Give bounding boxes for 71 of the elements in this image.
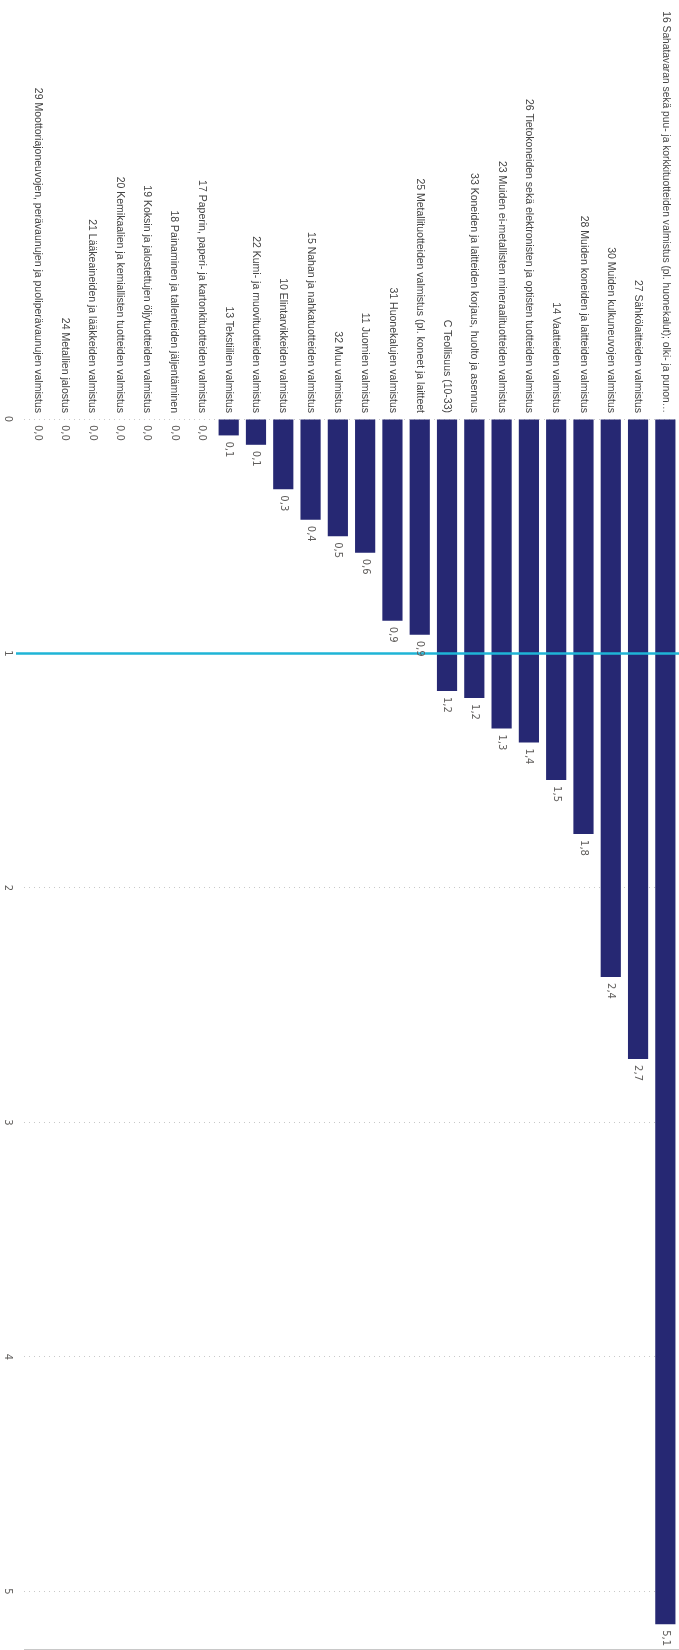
y-tick-label: 0 bbox=[3, 415, 15, 423]
data-label: 1,8 bbox=[578, 840, 590, 856]
x-tick-label: 24 Metallien jalostus bbox=[60, 317, 73, 413]
data-label: 5,1 bbox=[660, 1630, 672, 1647]
data-label: 1,2 bbox=[442, 696, 454, 713]
x-tick-label: C Teollisuus (10-33) bbox=[442, 319, 455, 413]
data-label: 0,9 bbox=[387, 626, 399, 643]
data-label: 0,5 bbox=[333, 542, 345, 559]
x-tick-label: 16 Sahatavaran sekä puu- ja korkkituotteiden valmistus (pl. huonekalut); olki- ja punon… bbox=[660, 11, 672, 413]
data-label: 0,6 bbox=[360, 558, 372, 575]
data-label: 0,0 bbox=[87, 425, 99, 441]
x-tick-label: 27 Sähkölaitteiden valmistus bbox=[633, 279, 646, 413]
data-label: 0,1 bbox=[224, 441, 236, 458]
x-tick-label: 31 Huonekalujen valmistus bbox=[387, 287, 400, 413]
y-tick-label: 4 bbox=[3, 1353, 15, 1361]
x-tick-label: 11 Juomien valmistus bbox=[360, 312, 373, 413]
x-tick-label: 10 Elintarvikkeiden valmistus bbox=[278, 278, 291, 413]
data-label: 0,0 bbox=[33, 425, 45, 441]
bar bbox=[355, 419, 376, 553]
data-label: 1,2 bbox=[469, 704, 481, 720]
x-tick-label: 30 Muiden kulkuneuvojen valmistus bbox=[605, 247, 618, 413]
x-tick-label: 15 Nahan ja nahkatuotteiden valmistus bbox=[305, 232, 318, 413]
bar bbox=[273, 419, 294, 490]
y-tick-label: 1 bbox=[3, 650, 15, 657]
data-label: 2,4 bbox=[606, 983, 618, 999]
data-label: 0,0 bbox=[114, 425, 126, 441]
x-tick-label: 29 Moottoriajoneuvojen, perävaunujen ja puoliperävaunujen valmistus bbox=[32, 87, 45, 413]
data-label: 1,3 bbox=[497, 734, 509, 751]
bar bbox=[327, 419, 348, 537]
x-tick-label: 23 Muiden ei-metallisten mineraalituotteiden valmistus bbox=[496, 160, 509, 413]
data-label: 0,0 bbox=[142, 425, 154, 441]
bar bbox=[627, 419, 649, 1060]
bar bbox=[464, 419, 485, 699]
x-tick-label: 20 Kemikaalien ja kemiallisten tuotteiden valmistus bbox=[114, 176, 127, 413]
data-label: 1,5 bbox=[551, 786, 563, 802]
data-label: 0,1 bbox=[251, 450, 263, 467]
data-label: 0,3 bbox=[278, 495, 290, 512]
bar bbox=[409, 419, 430, 635]
data-label: 0,0 bbox=[169, 425, 181, 441]
bar bbox=[518, 419, 539, 743]
y-tick-label: 2 bbox=[3, 884, 15, 892]
data-label: 0,9 bbox=[415, 640, 427, 657]
data-label: 0,4 bbox=[305, 525, 317, 542]
data-label: 2,7 bbox=[633, 1065, 645, 1082]
x-tick-label: 26 Tietokoneiden sekä elektronisten ja optisten tuotteiden valmistus bbox=[524, 98, 537, 413]
bar bbox=[546, 419, 567, 781]
bar bbox=[245, 419, 267, 445]
bar bbox=[218, 419, 239, 436]
data-label: 1,4 bbox=[524, 748, 536, 765]
bar bbox=[600, 419, 621, 978]
y-tick-label: 5 bbox=[3, 1588, 15, 1595]
data-label: 0,0 bbox=[60, 425, 72, 441]
x-tick-label: 18 Painaminen ja tallenteiden jäljentäminen bbox=[169, 210, 182, 414]
x-tick-label: 25 Metallituotteiden valmistus (pl. koneet ja laitteet bbox=[414, 178, 427, 414]
bar bbox=[573, 419, 594, 835]
bar bbox=[300, 419, 321, 520]
x-tick-label: 17 Paperin, paperi- ja kartonkituotteiden valmistus bbox=[196, 180, 209, 413]
y-tick-label: 3 bbox=[3, 1119, 15, 1126]
data-label: 0,0 bbox=[196, 425, 208, 441]
x-tick-label: 13 Tekstiilien valmistus bbox=[223, 306, 236, 413]
bar bbox=[436, 419, 458, 691]
x-tick-label: 28 Muiden koneiden ja laitteiden valmistus bbox=[578, 215, 591, 413]
bar bbox=[491, 419, 512, 729]
bar bbox=[382, 419, 403, 621]
x-tick-label: 33 Koneiden ja laitteiden korjaus, huolto ja asennus bbox=[469, 173, 482, 413]
x-tick-label: 22 Kumi- ja muovituotteiden valmistus bbox=[251, 236, 264, 413]
bar bbox=[655, 419, 676, 1625]
x-tick-label: 19 Koksin ja jalostettujen öljytuotteiden valmistus bbox=[141, 185, 154, 413]
x-tick-label: 32 Muu valmistus bbox=[332, 331, 345, 413]
x-tick-label: 21 Lääkeaineiden ja lääkkeiden valmistus bbox=[87, 219, 100, 413]
x-tick-label: 14 Vaatteiden valmistus bbox=[551, 302, 564, 413]
